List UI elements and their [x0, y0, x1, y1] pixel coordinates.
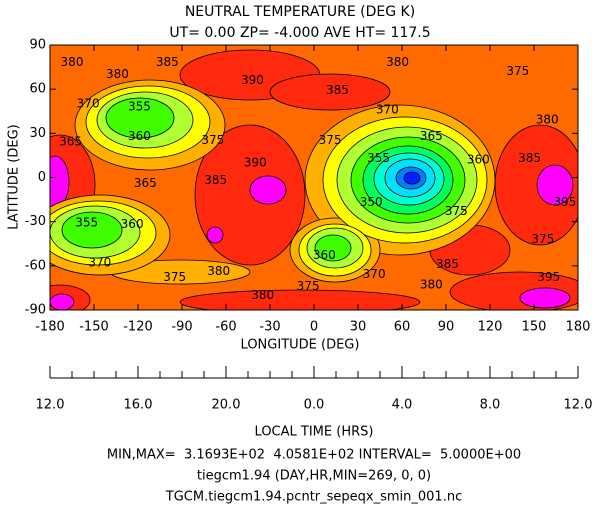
contour-label: 385 [156, 55, 179, 69]
contour-label: 365 [420, 129, 443, 143]
y-axis-label: LATITUDE (DEG) [7, 124, 22, 229]
x-axis-label: LONGITUDE (DEG) [241, 338, 360, 353]
contour-label: 355 [75, 216, 98, 230]
chart-subtitle: UT= 0.00 ZP= -4.000 AVE HT= 117.5 [169, 25, 430, 41]
contour-label: 380 [386, 55, 409, 69]
contour-label: 395 [553, 195, 576, 209]
contour-label: 370 [77, 96, 100, 110]
contour-label: 375 [445, 204, 468, 218]
y-tick-label: -60 [25, 258, 46, 273]
contour-label: 385 [326, 83, 349, 97]
contour-label: 360 [121, 217, 144, 231]
x-tick-label: 120 [478, 320, 503, 335]
contour-label: 375 [201, 133, 224, 147]
lt-tick-label: 20.0 [212, 398, 241, 413]
lt-tick-label: 4.0 [392, 398, 413, 413]
footer-line: TGCM.tiegcm1.94.pcntr_sepeqx_smin_001.nc [165, 490, 462, 505]
contour-field [50, 45, 578, 310]
contour-label: 370 [376, 102, 399, 116]
contour-label: 375 [163, 270, 186, 284]
y-tick-label: 30 [29, 126, 46, 141]
x-tick-label: -150 [79, 320, 109, 335]
y-tick-label: 60 [29, 82, 46, 97]
lt-tick-label: 8.0 [480, 398, 501, 413]
contour-label: 360 [128, 129, 151, 143]
contour-label: 360 [313, 248, 336, 262]
contour-label: 360 [467, 152, 490, 166]
x-tick-label: 180 [566, 320, 591, 335]
y-tick-label: 90 [29, 38, 46, 53]
y-tick-label: -90 [25, 303, 46, 318]
x-tick-label: -120 [123, 320, 153, 335]
lt-axis-label: LOCAL TIME (HRS) [255, 425, 374, 440]
x-tick-label: -30 [259, 320, 280, 335]
contour-label: 380 [420, 277, 443, 291]
contour-label: 375 [506, 64, 529, 78]
contour-label: 365 [134, 176, 157, 190]
contour-label: 380 [207, 264, 230, 278]
contour-label: 370 [88, 255, 111, 269]
x-tick-label: -90 [171, 320, 192, 335]
x-tick-label: -60 [215, 320, 236, 335]
x-tick-label: 150 [522, 320, 547, 335]
contour-label: 390 [244, 155, 267, 169]
contour-label: 385 [204, 173, 227, 187]
footer-line: tiegcm1.94 (DAY,HR,MIN=269, 0, 0) [197, 469, 431, 484]
contour-label: 375 [531, 232, 554, 246]
lt-tick-label: 0.0 [304, 398, 325, 413]
contour-label: 375 [297, 279, 320, 293]
contour-label: 380 [106, 67, 129, 81]
contour-label: 365 [59, 135, 82, 149]
contour-label: 355 [367, 151, 390, 165]
contour-label: 385 [518, 151, 541, 165]
contour-label: 390 [241, 73, 264, 87]
lt-tick-label: 16.0 [124, 398, 153, 413]
contour-label: 350 [360, 195, 383, 209]
lt-tick-label: 12.0 [36, 398, 65, 413]
contour-label: 380 [251, 288, 274, 302]
contour-label: 380 [536, 113, 559, 127]
contour-label: 375 [319, 133, 342, 147]
contour-label: 370 [363, 267, 386, 281]
contour-label: 355 [128, 99, 151, 113]
y-tick-label: 0 [38, 170, 46, 185]
lt-tick-label: 12.0 [564, 398, 593, 413]
chart-title: NEUTRAL TEMPERATURE (DEG K) [185, 4, 415, 20]
footer-line: MIN,MAX= 3.1693E+02 4.0581E+02 INTERVAL=… [107, 448, 521, 463]
contour-label: 385 [436, 257, 459, 271]
x-tick-label: 0 [310, 320, 318, 335]
x-tick-label: 90 [438, 320, 455, 335]
x-tick-label: 30 [350, 320, 367, 335]
contour-label: 395 [537, 270, 560, 284]
y-tick-label: -30 [25, 214, 46, 229]
contour-label: 380 [61, 55, 84, 69]
x-tick-label: 60 [394, 320, 411, 335]
x-tick-label: -180 [35, 320, 65, 335]
